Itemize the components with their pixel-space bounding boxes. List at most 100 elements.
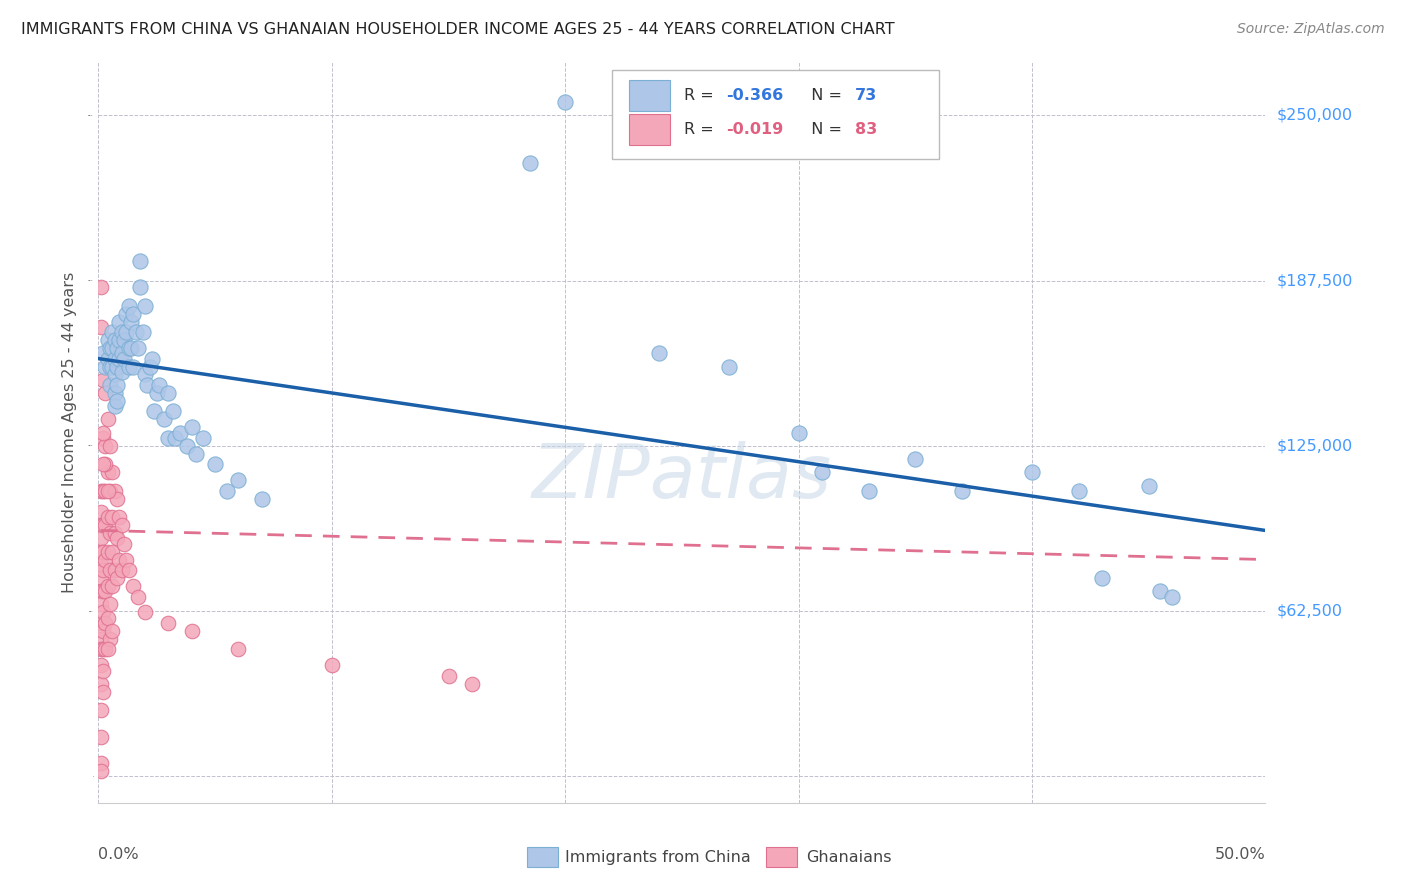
Point xyxy=(98,359,121,374)
Point xyxy=(108,510,131,524)
Point xyxy=(91,373,114,387)
Text: Immigrants from China: Immigrants from China xyxy=(565,850,751,864)
Point xyxy=(111,325,134,339)
Point xyxy=(1161,590,1184,604)
Point xyxy=(118,299,141,313)
Point xyxy=(98,563,121,577)
Point xyxy=(105,491,128,506)
Point xyxy=(91,606,114,620)
Point xyxy=(90,703,112,717)
Point xyxy=(118,341,141,355)
Point xyxy=(104,333,127,347)
Point xyxy=(1149,584,1171,599)
Point xyxy=(91,346,114,360)
Point xyxy=(127,341,149,355)
Point xyxy=(950,483,973,498)
Point xyxy=(1091,571,1114,585)
Point xyxy=(122,579,145,593)
Point xyxy=(169,425,191,440)
Point xyxy=(91,518,114,533)
Text: R =: R = xyxy=(685,122,718,137)
Point xyxy=(104,386,127,401)
Text: 0.0%: 0.0% xyxy=(98,847,139,863)
Point xyxy=(94,483,117,498)
Point xyxy=(120,341,142,355)
Point xyxy=(129,280,152,294)
Point xyxy=(94,386,117,401)
Point xyxy=(90,756,112,771)
Bar xyxy=(630,80,671,112)
Point xyxy=(98,341,121,355)
Point xyxy=(94,439,117,453)
Point xyxy=(554,95,576,109)
Point xyxy=(122,307,145,321)
Point xyxy=(101,624,124,638)
Point xyxy=(90,598,112,612)
Point xyxy=(112,351,135,366)
Text: Ghanaians: Ghanaians xyxy=(806,850,891,864)
Point xyxy=(811,465,834,479)
Point xyxy=(108,315,131,329)
Point xyxy=(97,579,120,593)
Point xyxy=(1021,465,1043,479)
Point xyxy=(101,544,124,558)
Point xyxy=(90,319,112,334)
Point xyxy=(97,465,120,479)
Point xyxy=(105,532,128,546)
Point xyxy=(118,563,141,577)
Text: R =: R = xyxy=(685,88,718,103)
Point xyxy=(91,664,114,678)
Point xyxy=(112,333,135,347)
Point xyxy=(97,351,120,366)
Point xyxy=(90,505,112,519)
Point xyxy=(519,156,541,170)
Point xyxy=(186,447,208,461)
Point xyxy=(157,615,180,630)
Point xyxy=(98,526,121,541)
Text: 73: 73 xyxy=(855,88,877,103)
Point xyxy=(90,658,112,673)
Point xyxy=(94,642,117,657)
Point xyxy=(108,351,131,366)
Point xyxy=(104,526,127,541)
Text: $125,000: $125,000 xyxy=(1277,438,1354,453)
Point xyxy=(125,325,148,339)
Point xyxy=(904,452,927,467)
Point xyxy=(90,483,112,498)
Point xyxy=(228,473,250,487)
Point xyxy=(90,571,112,585)
Text: ZIPatlas: ZIPatlas xyxy=(531,441,832,513)
Point xyxy=(101,510,124,524)
Point xyxy=(228,642,250,657)
Text: $187,500: $187,500 xyxy=(1277,273,1354,288)
Text: 83: 83 xyxy=(855,122,877,137)
Point xyxy=(97,483,120,498)
Point xyxy=(104,483,127,498)
Point xyxy=(98,632,121,646)
Text: $62,500: $62,500 xyxy=(1277,604,1343,618)
Point xyxy=(115,325,138,339)
Point xyxy=(118,359,141,374)
Point xyxy=(180,624,202,638)
Point xyxy=(165,431,187,445)
Point xyxy=(250,491,273,506)
Point xyxy=(157,386,180,401)
Text: 50.0%: 50.0% xyxy=(1215,847,1265,863)
Point xyxy=(98,439,121,453)
Point xyxy=(91,624,114,638)
Point xyxy=(461,677,484,691)
Text: N =: N = xyxy=(801,122,846,137)
Point xyxy=(111,518,134,533)
Point xyxy=(1137,478,1160,492)
Point xyxy=(111,346,134,360)
Point xyxy=(101,341,124,355)
Point xyxy=(215,483,238,498)
Point xyxy=(115,307,138,321)
Point xyxy=(157,431,180,445)
Point xyxy=(97,333,120,347)
Point xyxy=(717,359,740,374)
Point xyxy=(90,280,112,294)
Point xyxy=(143,404,166,418)
Point xyxy=(104,399,127,413)
Point xyxy=(105,341,128,355)
